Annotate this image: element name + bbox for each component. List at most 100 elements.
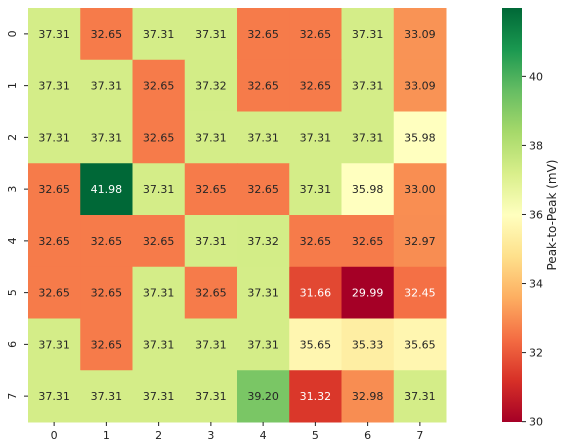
cell-value-label: 32.65: [352, 235, 384, 248]
x-tick-label: 1: [103, 429, 110, 442]
heatmap-cell: [289, 59, 342, 112]
heatmap-cell: [184, 111, 238, 164]
heatmap-cell: [237, 59, 290, 112]
heatmap-cell: [393, 370, 447, 423]
cell-value-label: 37.31: [38, 28, 70, 41]
cell-value-label: 32.65: [195, 287, 227, 300]
heatmap-cell: [341, 266, 395, 319]
heatmap-cell: [393, 163, 447, 216]
y-tick-label: 7: [6, 393, 19, 400]
heatmap-cell: [80, 370, 133, 423]
heatmap-cell: [28, 59, 81, 112]
cell-value-label: 37.31: [195, 235, 227, 248]
x-tick-label: 3: [207, 429, 214, 442]
x-tick-label: 6: [364, 429, 371, 442]
cell-value-label: 37.31: [352, 28, 384, 41]
cell-value-label: 32.65: [247, 80, 279, 93]
heatmap-cell: [237, 111, 290, 164]
heatmap-cell: [393, 111, 447, 164]
cell-value-label: 32.65: [91, 235, 123, 248]
heatmap-cell: [80, 8, 133, 61]
heatmap-cell: [393, 266, 447, 319]
cell-value-label: 37.31: [195, 28, 227, 41]
heatmap-cell: [80, 318, 133, 371]
heatmap-cell: [289, 8, 342, 61]
heatmap-cell: [393, 59, 447, 112]
cell-value-label: 32.65: [300, 28, 332, 41]
cell-value-label: 33.00: [404, 183, 436, 196]
heatmap-cell: [28, 111, 81, 164]
heatmap-cell: [341, 370, 395, 423]
heatmap-cell: [132, 266, 186, 319]
heatmap-cell: [289, 215, 342, 268]
colorbar: 30 32 34 36 38 40 Peak-to-Peak (mV): [502, 8, 559, 429]
heatmap-cell: [237, 266, 290, 319]
heatmap-cell: [289, 370, 342, 423]
cell-value-label: 37.31: [352, 80, 384, 93]
heatmap-cell: [132, 59, 186, 112]
heatmap-cell: [28, 8, 81, 61]
heatmap-cell: [289, 111, 342, 164]
cell-value-label: 37.31: [91, 131, 123, 144]
y-tick-label: 5: [6, 289, 19, 296]
cell-value-label: 32.65: [91, 28, 123, 41]
cell-value-label: 32.65: [38, 287, 70, 300]
cell-value-label: 37.31: [300, 183, 332, 196]
heatmap-cell: [132, 111, 186, 164]
y-axis: 0 1 2 3 4 5 6 7: [6, 30, 28, 400]
heatmap-cell: [237, 215, 290, 268]
heatmap-cell: [80, 111, 133, 164]
heatmap-cell: [80, 59, 133, 112]
cell-value-label: 41.98: [91, 183, 123, 196]
cell-value-label: 35.98: [404, 131, 436, 144]
x-tick-label: 7: [416, 429, 423, 442]
cell-value-label: 37.32: [195, 80, 227, 93]
cell-value-label: 32.65: [300, 80, 332, 93]
colorbar-tick-label: 38: [529, 139, 543, 152]
cell-value-label: 32.65: [247, 183, 279, 196]
cell-value-label: 32.65: [38, 235, 70, 248]
y-tick-label: 1: [6, 82, 19, 89]
x-axis: 0 1 2 3 4 5 6 7: [51, 422, 423, 442]
heatmap-cell: [28, 318, 81, 371]
colorbar-label: Peak-to-Peak (mV): [545, 160, 559, 271]
heatmap-cell: [393, 8, 447, 61]
cell-value-label: 31.32: [300, 390, 332, 403]
cell-value-label: 32.65: [195, 183, 227, 196]
cell-value-label: 37.31: [143, 338, 175, 351]
heatmap-cell: [132, 215, 186, 268]
heatmap-cell-labels: 37.31 32.65 37.31 37.31 32.65 32.65 37.31 33.09…: [38, 28, 435, 403]
colorbar-gradient: [502, 8, 522, 422]
heatmap-cell: [289, 318, 342, 371]
cell-value-label: 37.31: [143, 287, 175, 300]
heatmap-cell: [341, 111, 395, 164]
heatmap-cell: [132, 8, 186, 61]
y-tick-label: 2: [6, 134, 19, 141]
cell-value-label: 35.33: [352, 338, 384, 351]
heatmap-cell: [184, 8, 238, 61]
cell-value-label: 37.31: [300, 131, 332, 144]
cell-value-label: 35.65: [300, 338, 332, 351]
heatmap-cell: [184, 266, 238, 319]
heatmap-cell: [341, 318, 395, 371]
heatmap-cell: [184, 59, 238, 112]
y-tick-label: 0: [6, 30, 19, 37]
x-tick-label: 0: [51, 429, 58, 442]
cell-value-label: 37.31: [91, 80, 123, 93]
cell-value-label: 32.98: [352, 390, 384, 403]
y-tick-label: 4: [6, 237, 19, 244]
heatmap-cell: [80, 215, 133, 268]
cell-value-label: 37.31: [247, 131, 279, 144]
colorbar-tick-label: 40: [529, 70, 543, 83]
x-tick-label: 4: [260, 429, 267, 442]
heatmap-cell: [393, 318, 447, 371]
cell-value-label: 37.31: [195, 338, 227, 351]
cell-value-label: 32.65: [91, 338, 123, 351]
cell-value-label: 32.65: [38, 183, 70, 196]
cell-value-label: 37.32: [247, 235, 279, 248]
heatmap-cell: [237, 8, 290, 61]
cell-value-label: 37.31: [143, 390, 175, 403]
cell-value-label: 32.65: [143, 131, 175, 144]
cell-value-label: 37.31: [38, 338, 70, 351]
cell-value-label: 35.98: [352, 183, 384, 196]
